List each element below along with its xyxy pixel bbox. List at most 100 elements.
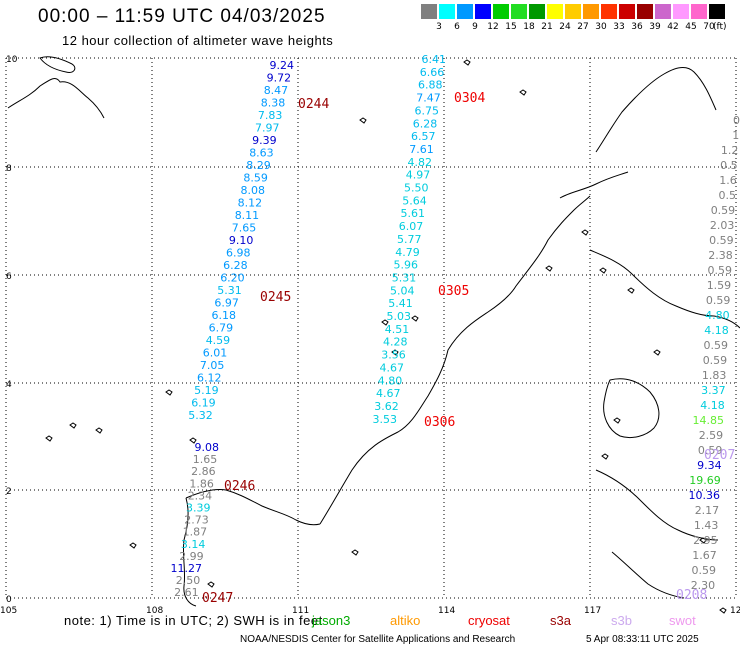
y-tick-label: 6 [6, 272, 12, 282]
island-outline [581, 229, 589, 236]
swh-value: 2.61 [174, 586, 199, 599]
color-scale-swatch [673, 4, 689, 19]
color-scale-swatch [601, 4, 617, 19]
swh-value: 9.10 [229, 234, 254, 247]
swh-value: 6.66 [420, 66, 445, 79]
island-outline [45, 435, 53, 442]
swh-value: 1 [732, 129, 739, 142]
swh-value: 4.18 [704, 324, 729, 337]
color-scale-label: 6 [454, 22, 460, 32]
color-scale-label: 36 [631, 22, 643, 32]
swh-value: 4.67 [380, 361, 405, 374]
y-tick-label: 4 [6, 380, 12, 390]
altimeter-tracks: 9.249.728.478.387.837.979.398.638.298.59… [171, 53, 740, 599]
swh-value: 2.99 [179, 550, 204, 563]
swh-value: 8.12 [238, 197, 263, 210]
color-scale-swatch [457, 4, 473, 19]
swh-value: 6.41 [422, 53, 447, 66]
color-scale-label: 45 [685, 22, 697, 32]
swh-value: 6.19 [191, 397, 216, 410]
swh-value: 6.57 [411, 130, 436, 143]
swh-value: 4.28 [383, 336, 408, 349]
swh-value: 2.73 [184, 514, 209, 527]
x-tick-label: 117 [584, 606, 601, 616]
coastline-philippines [589, 249, 740, 329]
color-scale-swatch [619, 4, 635, 19]
color-scale-swatch [439, 4, 455, 19]
swh-value: 2.86 [191, 465, 216, 478]
x-tick-label: 108 [146, 606, 163, 616]
coastline-west [7, 78, 105, 119]
color-scale-label: 27 [577, 22, 589, 32]
swh-value: 5.96 [394, 259, 419, 272]
coastline-borneo-east [319, 195, 591, 525]
swh-value: 9.39 [252, 134, 277, 147]
color-scale-swatch [493, 4, 509, 19]
swh-value: 5.77 [397, 233, 422, 246]
swh-value: 0.59 [704, 339, 729, 352]
color-scale-label: 70 [703, 22, 715, 32]
color-scale-swatch [511, 4, 527, 19]
island-outline [653, 349, 661, 356]
swh-value: 0.59 [706, 294, 731, 307]
coastline-gulf-island [39, 56, 76, 73]
swh-value: 4.82 [408, 156, 433, 169]
swh-value: 4.51 [385, 323, 410, 336]
swh-value: 4.59 [206, 334, 231, 347]
pass-time-label: 0306 [424, 415, 455, 430]
swh-value: 6.88 [418, 79, 443, 92]
swh-value: 0.59 [709, 234, 734, 247]
swh-value: 5.04 [390, 284, 415, 297]
swh-value: 5.31 [392, 271, 417, 284]
swh-value: 9.24 [270, 59, 295, 72]
color-scale-swatch [547, 4, 563, 19]
swh-value: 2.59 [699, 429, 724, 442]
color-scale-swatch [565, 4, 581, 19]
footer-credit: NOAA/NESDIS Center for Satellite Applica… [240, 634, 516, 645]
map-subtitle: 12 hour collection of altimeter wave hei… [62, 33, 334, 48]
color-scale-label: 15 [505, 22, 517, 32]
lat-lon-grid [5, 57, 737, 599]
swh-value: 2.17 [695, 504, 720, 517]
color-scale-swatch [637, 4, 653, 19]
coastline-mindanao [603, 378, 660, 439]
color-scale-swatch [655, 4, 671, 19]
island-outline [601, 453, 609, 460]
swh-value: 0.59 [692, 564, 717, 577]
color-scale-swatch [691, 4, 707, 19]
pass-labels: 0244 0304 0245 0305 0306 0246 0247 0207 0208 [202, 91, 735, 606]
swh-value: 4.67 [376, 387, 401, 400]
swh-value: 9.08 [195, 441, 220, 454]
footer-note: note: 1) Time is in UTC; 2) SWH is in fe… [64, 613, 323, 628]
swh-value: 3.37 [701, 384, 726, 397]
swh-value: 4.97 [406, 169, 431, 182]
swh-value: 7.05 [200, 359, 225, 372]
island-outline [391, 349, 399, 356]
coastline-luzon [595, 67, 717, 153]
coastline-borneo-north [185, 489, 321, 526]
swh-value: 8.47 [264, 84, 289, 97]
color-scale-swatch [421, 4, 437, 19]
swh-value: 6.98 [226, 247, 251, 260]
swh-value: 9.72 [267, 72, 292, 85]
island-outline [699, 537, 707, 544]
axis-tick-labels: 1051081111141171200246810 [0, 55, 740, 616]
island-outline [545, 265, 553, 272]
color-scale-label: 33 [613, 22, 625, 32]
footer-timestamp: 5 Apr 08:33:11 UTC 2025 [586, 634, 699, 645]
color-scale-label: 30 [595, 22, 607, 32]
swh-value: 8.38 [261, 97, 286, 110]
legend-item-s3b: s3b [611, 613, 632, 628]
color-scale-label: 12 [487, 22, 499, 32]
swh-value: 6.20 [220, 272, 245, 285]
island-outline [599, 267, 607, 274]
swh-value: 3.39 [186, 502, 211, 515]
color-scale-swatch [529, 4, 545, 19]
swh-value: 6.01 [203, 347, 228, 360]
swh-value: 0.5 [719, 189, 737, 202]
coastline [7, 56, 740, 607]
x-tick-label: 105 [0, 606, 17, 616]
swh-value: 1.2 [721, 144, 739, 157]
legend-item-swot: swot [669, 613, 696, 628]
swh-value: 1.6 [719, 174, 737, 187]
